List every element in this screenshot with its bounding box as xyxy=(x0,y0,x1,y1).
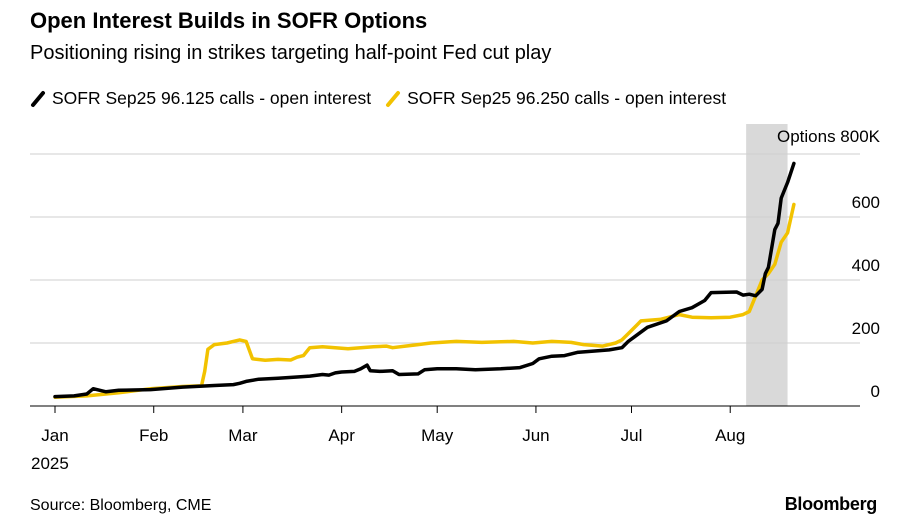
legend-item-96250: SOFR Sep25 96.250 calls - open interest xyxy=(385,88,726,109)
bloomberg-logo: Bloomberg xyxy=(784,494,878,514)
y-tick-label: 0 xyxy=(871,382,880,401)
x-tick-label: May xyxy=(421,426,454,445)
x-tick-label: Aug xyxy=(715,426,745,445)
y-tick-label: 600 xyxy=(852,193,880,212)
x-tick-label: Mar xyxy=(228,426,258,445)
source-note: Source: Bloomberg, CME xyxy=(30,497,212,514)
chart-plot: 0 200 400 600 Options 800K Jan Feb Mar Apr May Jun… xyxy=(30,124,881,473)
legend-swatch-black xyxy=(31,90,45,107)
x-tick-label: Jul xyxy=(621,426,643,445)
series-line-96250 xyxy=(53,202,796,399)
shaded-period xyxy=(746,124,788,406)
x-tick-label: Feb xyxy=(139,426,168,445)
chart-title: Open Interest Builds in SOFR Options xyxy=(30,8,428,33)
legend: SOFR Sep25 96.125 calls - open interest … xyxy=(30,88,740,109)
chart-subtitle: Positioning rising in strikes targeting … xyxy=(30,42,552,64)
legend-swatch-yellow xyxy=(386,90,401,107)
x-year-label: 2025 xyxy=(31,454,69,473)
x-tick-label: Apr xyxy=(328,426,355,445)
legend-label-96125: SOFR Sep25 96.125 calls - open interest xyxy=(52,88,372,108)
legend-label-96250: SOFR Sep25 96.250 calls - open interest xyxy=(407,88,727,108)
series-line-96125 xyxy=(53,161,796,399)
legend-item-96125: SOFR Sep25 96.125 calls - open interest xyxy=(30,88,371,109)
y-axis-unit-label: Options 800K xyxy=(777,127,881,146)
y-tick-label: 200 xyxy=(852,319,880,338)
x-tick-label: Jan xyxy=(41,426,68,445)
y-tick-label: 400 xyxy=(852,256,880,275)
x-tick-label: Jun xyxy=(522,426,549,445)
